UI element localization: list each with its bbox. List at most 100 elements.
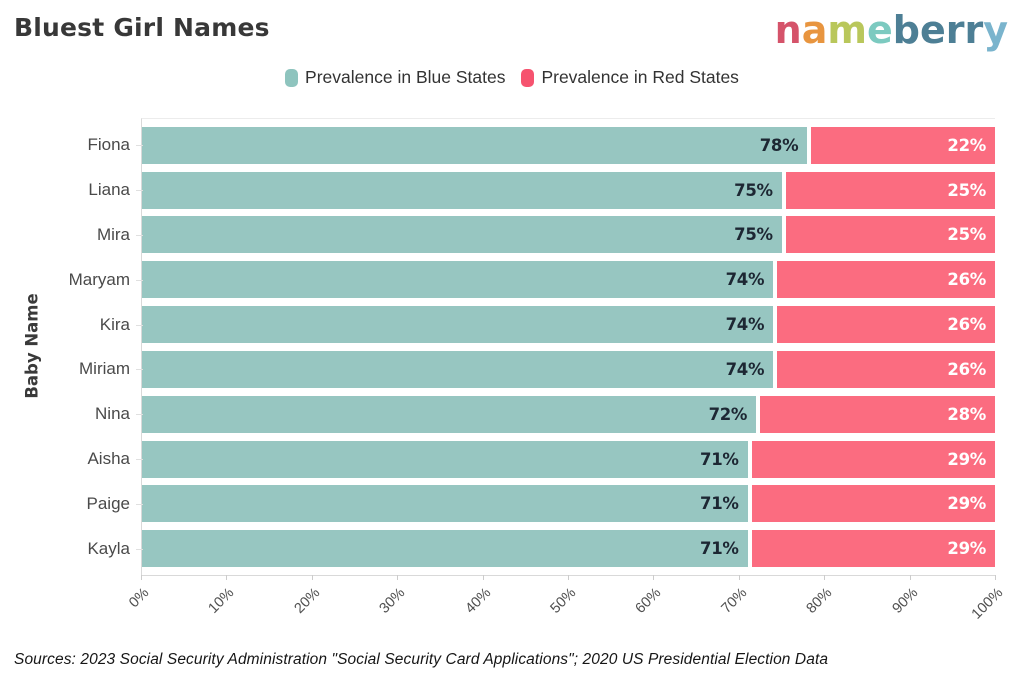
bars-area: Fiona 78% 22% Liana 75% 25% Mira 75% 25% Maryam 74…	[69, 118, 995, 575]
x-tick-label: 40%	[462, 585, 494, 617]
y-axis-title: Baby Name	[22, 293, 42, 399]
y-tick-mark	[136, 459, 143, 460]
blue-value-label: 71%	[700, 494, 739, 514]
blue-value-label: 72%	[708, 404, 748, 424]
x-tick-label: 60%	[632, 585, 665, 617]
legend-item: Prevalence in Red States	[521, 67, 739, 88]
blue-value-label: 74%	[725, 359, 765, 379]
x-tick-label: 90%	[889, 585, 921, 617]
red-value-label: 28%	[947, 404, 986, 424]
red-value-label: 22%	[947, 135, 986, 155]
red-bar-segment: 26%	[777, 261, 995, 299]
x-tick-mark	[653, 575, 655, 580]
bar-row: Maryam 74% 26%	[69, 261, 995, 299]
red-bar-segment: 22%	[811, 126, 995, 164]
y-tick-mark	[136, 279, 143, 281]
blue-bar-segment: 74%	[142, 306, 774, 344]
bar-row: Mira 75% 25%	[97, 216, 995, 254]
blue-bar-segment: 71%	[142, 530, 748, 568]
red-bar-segment: 28%	[760, 395, 995, 433]
red-bar-segment: 26%	[777, 306, 995, 344]
legend-swatch	[285, 68, 299, 87]
x-tick-label: 50%	[547, 585, 580, 617]
blue-value-label: 74%	[725, 270, 765, 290]
bar-row: Nina 72% 28%	[95, 395, 995, 433]
legend: Prevalence in Blue States Prevalence in R…	[0, 67, 1024, 88]
bar-category-label: Miriam	[79, 359, 130, 379]
bar-category-label: Aisha	[87, 449, 130, 468]
x-tick-mark	[397, 575, 399, 580]
x-tick-label: 0%	[126, 585, 153, 612]
logo-letter: r	[945, 8, 965, 52]
x-tick-mark	[738, 575, 740, 580]
x-tick-mark	[141, 575, 142, 580]
y-tick-mark	[136, 369, 143, 371]
bar-row: Liana 75% 25%	[88, 171, 995, 209]
bar-category-label: Nina	[95, 404, 130, 424]
red-value-label: 25%	[947, 180, 986, 200]
red-value-label: 26%	[947, 315, 986, 335]
x-tick-label: 30%	[376, 585, 409, 617]
legend-label: Prevalence in Blue States	[305, 67, 506, 87]
red-value-label: 29%	[947, 539, 986, 559]
logo-letter: e	[866, 8, 893, 52]
sources-note: Sources: 2023 Social Security Administra…	[14, 651, 829, 668]
x-tick-label: 20%	[291, 585, 324, 617]
logo-letter: y	[983, 8, 1008, 52]
logo-letter: a	[801, 8, 828, 52]
red-value-label: 25%	[947, 225, 986, 245]
x-tick-mark	[568, 575, 569, 580]
bar-category-label: Kira	[99, 314, 130, 334]
blue-value-label: 75%	[734, 225, 773, 245]
logo-letter: b	[892, 8, 920, 52]
bar-category-label: Fiona	[87, 135, 130, 155]
y-tick-mark	[136, 414, 143, 416]
x-axis-ticks: 0% 10% 20% 30% 40% 50% 60% 70% 80% 90% 100%	[126, 575, 1006, 637]
bar-row: Fiona 78% 22%	[87, 126, 995, 164]
bar-category-label: Liana	[88, 180, 130, 200]
red-value-label: 29%	[947, 449, 986, 469]
x-tick-mark	[311, 575, 313, 580]
bar-category-label: Mira	[96, 224, 130, 244]
blue-value-label: 75%	[734, 180, 773, 200]
x-tick-mark	[995, 575, 996, 580]
page-title: Bluest Girl Names	[14, 13, 270, 42]
blue-bar-segment: 75%	[142, 216, 782, 254]
nameberry-logo: nameberry	[775, 8, 1008, 52]
logo-letter: m	[827, 8, 867, 52]
red-value-label: 26%	[947, 359, 986, 379]
blue-bar-segment: 72%	[142, 395, 757, 433]
logo-letter: e	[919, 8, 946, 52]
y-tick-mark	[136, 190, 143, 192]
x-tick-mark	[909, 575, 911, 580]
y-tick-mark	[136, 324, 143, 326]
blue-bar-segment: 71%	[142, 440, 748, 478]
blue-bar-segment: 78%	[142, 126, 808, 164]
bar-row: Aisha 71% 29%	[87, 440, 995, 478]
blue-value-label: 71%	[700, 539, 739, 559]
blue-value-label: 78%	[759, 135, 799, 155]
blue-bar-segment: 75%	[142, 171, 782, 209]
red-bar-segment: 29%	[751, 530, 995, 568]
y-tick-mark	[136, 145, 143, 147]
logo-letter: n	[774, 8, 802, 52]
legend-item: Prevalence in Blue States	[285, 67, 505, 88]
bar-row: Paige 71% 29%	[87, 485, 995, 523]
red-bar-segment: 29%	[751, 485, 995, 523]
legend-label: Prevalence in Red States	[541, 67, 739, 87]
bar-row: Kayla 71% 29%	[87, 530, 995, 568]
y-tick-mark	[136, 503, 143, 505]
bar-category-label: Paige	[86, 493, 130, 513]
x-tick-mark	[226, 575, 228, 580]
y-tick-mark	[136, 548, 143, 550]
blue-value-label: 71%	[700, 449, 739, 469]
blue-bar-segment: 74%	[142, 350, 774, 388]
bar-row: Kira 74% 26%	[100, 306, 995, 344]
red-bar-segment: 26%	[777, 350, 995, 388]
red-bar-segment: 29%	[751, 440, 995, 478]
red-value-label: 29%	[947, 494, 986, 514]
blue-bar-segment: 71%	[142, 485, 748, 523]
y-tick-mark	[136, 234, 143, 236]
x-tick-label: 80%	[803, 585, 836, 617]
